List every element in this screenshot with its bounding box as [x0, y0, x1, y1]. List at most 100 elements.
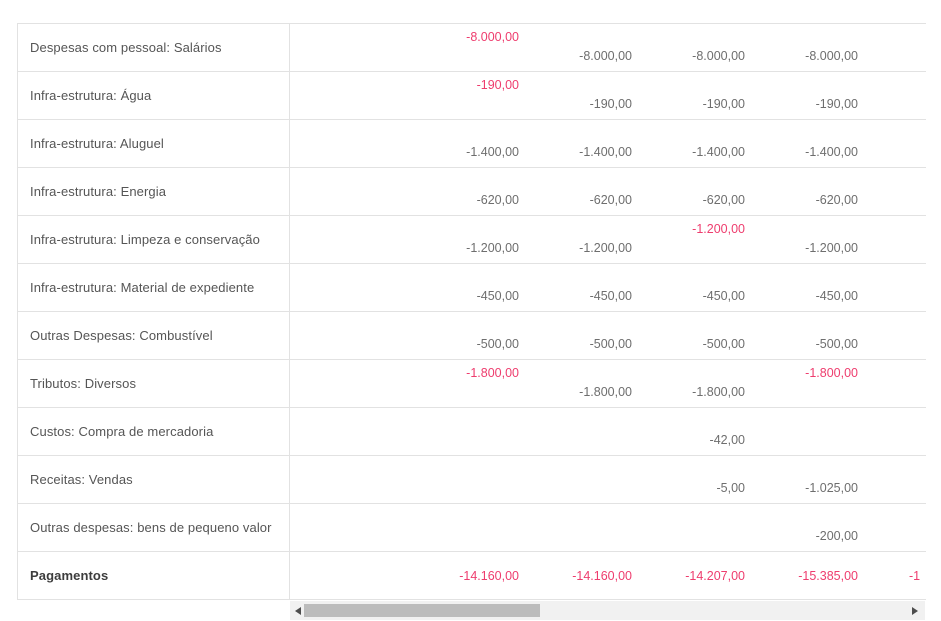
value-cell[interactable] — [870, 360, 926, 407]
table-row[interactable]: Infra-estrutura: Material de expediente -… — [18, 264, 926, 312]
value-cell[interactable]: -500,00 — [531, 312, 644, 359]
value-cell[interactable] — [870, 72, 926, 119]
value-cell[interactable] — [870, 24, 926, 71]
value-cell[interactable] — [531, 456, 644, 503]
value-cell[interactable] — [290, 456, 531, 503]
value-cell[interactable]: -450,00 — [531, 264, 644, 311]
value: -1.025,00 — [805, 481, 858, 495]
value-cell[interactable]: -450,00 — [290, 264, 531, 311]
value-cell[interactable] — [870, 456, 926, 503]
table-row[interactable]: Receitas: Vendas -5,00 -1.025,00 — [18, 456, 926, 504]
value: -450,00 — [702, 289, 745, 303]
value: -620,00 — [815, 193, 858, 207]
table-row[interactable]: Outras despesas: bens de pequeno valor -2… — [18, 504, 926, 552]
row-label: Receitas: Vendas — [30, 472, 133, 487]
table-row[interactable]: Tributos: Diversos -1.800,00 -1.800,00 -1.8… — [18, 360, 926, 408]
value-cell[interactable]: -1.800,00 — [531, 360, 644, 407]
value: -450,00 — [476, 289, 519, 303]
value: -1.200,00 — [579, 241, 632, 255]
value-cell[interactable]: -620,00 — [531, 168, 644, 215]
value-cell[interactable]: -1.800,00 — [757, 360, 870, 407]
row-label-cell: Outras Despesas: Combustível — [18, 312, 290, 359]
value-cell[interactable]: -14.160,00 — [531, 552, 644, 599]
value-cell[interactable] — [644, 504, 757, 551]
value-cell[interactable]: -1.800,00 — [290, 360, 531, 407]
value-cell[interactable]: -200,00 — [757, 504, 870, 551]
value-cell[interactable]: -450,00 — [757, 264, 870, 311]
value-cell[interactable]: -1.400,00 — [290, 120, 531, 167]
table-row[interactable]: Infra-estrutura: Aluguel -1.400,00 -1.400,… — [18, 120, 926, 168]
value-cell[interactable] — [757, 408, 870, 455]
scrollbar-thumb[interactable] — [304, 604, 540, 617]
scroll-left-arrow-icon[interactable] — [295, 606, 301, 615]
value-cell[interactable] — [531, 504, 644, 551]
row-label-cell: Receitas: Vendas — [18, 456, 290, 503]
value: -500,00 — [815, 337, 858, 351]
value-cell[interactable]: -15.385,00 — [757, 552, 870, 599]
value-cell[interactable]: -5,00 — [644, 456, 757, 503]
table-row[interactable]: Infra-estrutura: Água -190,00 -190,00 -190,… — [18, 72, 926, 120]
value-cell[interactable]: -190,00 — [290, 72, 531, 119]
table-row[interactable]: Infra-estrutura: Limpeza e conservação -1… — [18, 216, 926, 264]
value-cell[interactable]: -1.200,00 — [757, 216, 870, 263]
value-cell[interactable] — [531, 408, 644, 455]
value-highlighted: -1.200,00 — [692, 222, 745, 236]
table-body: Despesas com pessoal: Salários -8.000,00 -… — [18, 24, 926, 600]
value-cell[interactable] — [870, 312, 926, 359]
value-cell[interactable]: -1.200,00 — [290, 216, 531, 263]
value-cell[interactable]: -500,00 — [290, 312, 531, 359]
value-cell[interactable]: -14.207,00 — [644, 552, 757, 599]
value-cell[interactable]: -14.160,00 — [290, 552, 531, 599]
table-row[interactable]: Custos: Compra de mercadoria -42,00 — [18, 408, 926, 456]
row-label-cell: Infra-estrutura: Energia — [18, 168, 290, 215]
value-cell[interactable]: -190,00 — [644, 72, 757, 119]
value-cell[interactable]: -8.000,00 — [644, 24, 757, 71]
value-cell[interactable] — [290, 504, 531, 551]
value-cell[interactable]: -450,00 — [644, 264, 757, 311]
value: -1.400,00 — [579, 145, 632, 159]
value-cell[interactable]: -190,00 — [757, 72, 870, 119]
value-cell[interactable] — [870, 504, 926, 551]
row-label: Tributos: Diversos — [30, 376, 137, 391]
value-cell[interactable]: -620,00 — [757, 168, 870, 215]
value-cell[interactable]: -620,00 — [290, 168, 531, 215]
value-cell[interactable]: -190,00 — [531, 72, 644, 119]
value-cell[interactable]: -500,00 — [757, 312, 870, 359]
scroll-right-arrow-icon[interactable] — [912, 606, 918, 615]
value-highlighted: -8.000,00 — [466, 30, 519, 44]
row-label-cell: Infra-estrutura: Material de expediente — [18, 264, 290, 311]
value-cell[interactable]: -8.000,00 — [757, 24, 870, 71]
totals-row[interactable]: Pagamentos -14.160,00 -14.160,00 -14.207,00… — [18, 552, 926, 600]
value-cell[interactable]: -1.400,00 — [644, 120, 757, 167]
value-cell[interactable] — [290, 408, 531, 455]
value-cell[interactable]: -1.800,00 — [644, 360, 757, 407]
row-label: Outras despesas: bens de pequeno valor — [30, 520, 272, 535]
value-cell[interactable] — [870, 216, 926, 263]
value-cell[interactable]: -8.000,00 — [290, 24, 531, 71]
value-cell[interactable]: -42,00 — [644, 408, 757, 455]
value-cell[interactable]: -8.000,00 — [531, 24, 644, 71]
value-cell[interactable]: -620,00 — [644, 168, 757, 215]
value-cell[interactable]: -1.400,00 — [757, 120, 870, 167]
value-cell[interactable] — [870, 408, 926, 455]
horizontal-scrollbar[interactable] — [290, 601, 925, 620]
value-cell[interactable] — [870, 120, 926, 167]
value-cell[interactable] — [870, 264, 926, 311]
value-highlighted: -1.800,00 — [466, 366, 519, 380]
row-label: Despesas com pessoal: Salários — [30, 40, 222, 55]
row-label: Infra-estrutura: Água — [30, 88, 152, 103]
value-cell[interactable]: -1.400,00 — [531, 120, 644, 167]
row-label-cell: Infra-estrutura: Água — [18, 72, 290, 119]
value-highlighted: -1.800,00 — [805, 366, 858, 380]
value-cell[interactable]: -500,00 — [644, 312, 757, 359]
value-cell[interactable]: -1.200,00 — [644, 216, 757, 263]
value-cell[interactable]: -1.025,00 — [757, 456, 870, 503]
value-cell[interactable]: -1 — [870, 552, 926, 599]
table-row[interactable]: Outras Despesas: Combustível -500,00 -500,… — [18, 312, 926, 360]
table-row[interactable]: Infra-estrutura: Energia -620,00 -620,00 -6… — [18, 168, 926, 216]
table-row[interactable]: Despesas com pessoal: Salários -8.000,00 -… — [18, 24, 926, 72]
value-cell[interactable] — [870, 168, 926, 215]
value-cell[interactable]: -1.200,00 — [531, 216, 644, 263]
value: -190,00 — [702, 97, 745, 111]
